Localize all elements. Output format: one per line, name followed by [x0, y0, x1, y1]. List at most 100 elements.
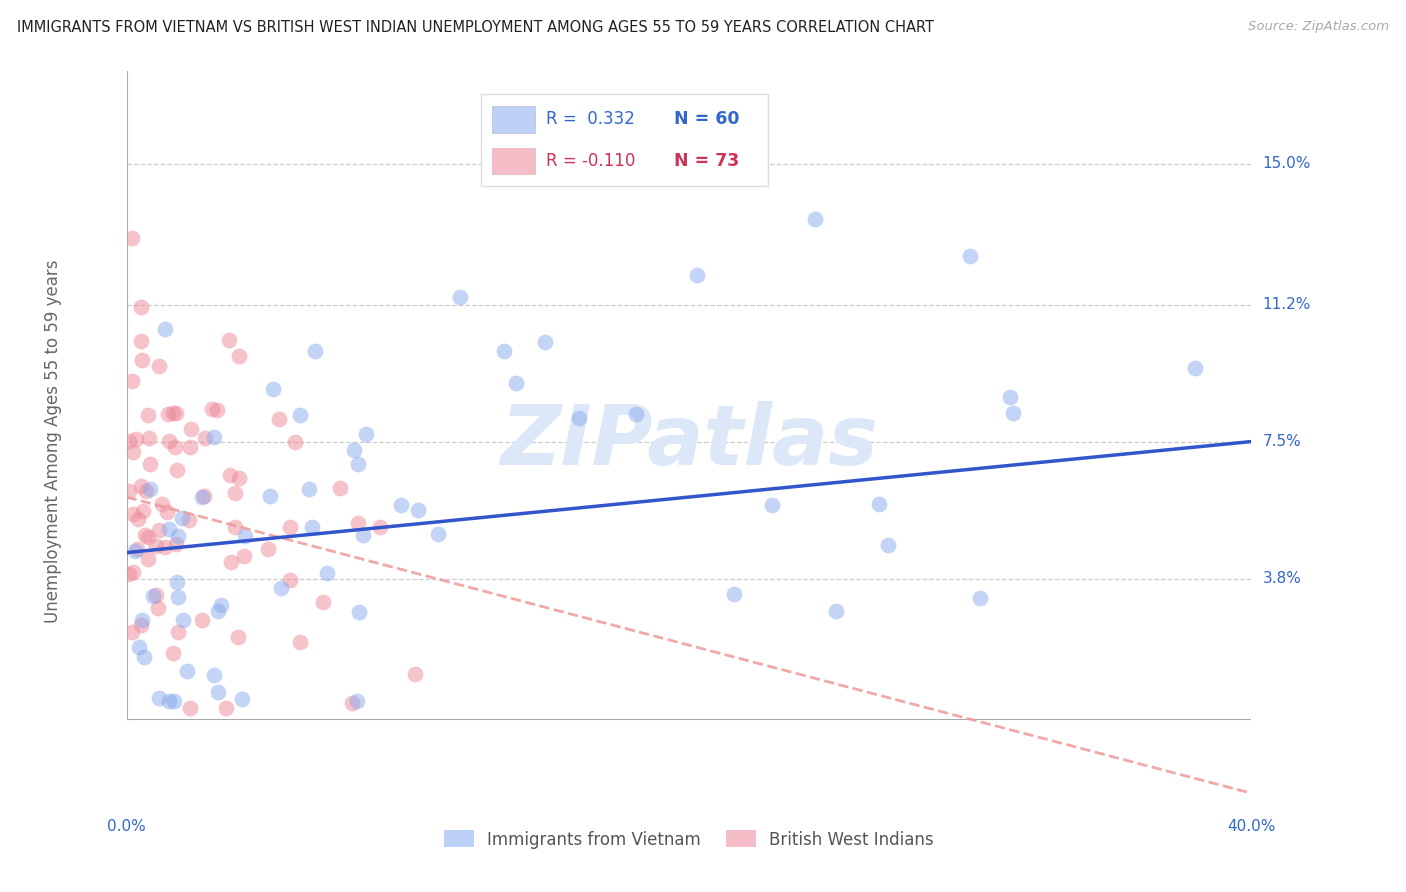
Point	[207, 685, 229, 699]
Point	[193, 489, 215, 503]
Point	[146, 601, 169, 615]
Point	[215, 701, 238, 715]
Point	[346, 694, 368, 708]
FancyBboxPatch shape	[492, 106, 534, 133]
Point	[136, 529, 159, 543]
Point	[165, 537, 187, 551]
Point	[262, 382, 284, 396]
Point	[224, 485, 246, 500]
Point	[221, 555, 243, 569]
Point	[301, 520, 323, 534]
Point	[166, 463, 188, 477]
Point	[342, 696, 364, 710]
Point	[259, 490, 281, 504]
Point	[347, 516, 370, 530]
Point	[179, 440, 201, 454]
FancyBboxPatch shape	[492, 147, 534, 174]
Text: 40.0%: 40.0%	[1227, 819, 1275, 834]
Point	[167, 529, 190, 543]
Point	[494, 343, 516, 358]
Point	[121, 625, 143, 640]
Point	[505, 376, 527, 390]
Point	[343, 442, 366, 457]
Point	[125, 432, 148, 446]
Point	[179, 701, 201, 715]
Point	[200, 401, 222, 416]
Point	[298, 482, 321, 496]
Point	[804, 212, 827, 227]
Point	[219, 467, 242, 482]
Point	[129, 300, 152, 314]
Point	[1000, 390, 1022, 404]
Point	[685, 268, 707, 283]
Point	[329, 481, 352, 495]
Point	[131, 613, 153, 627]
Point	[129, 334, 152, 349]
Point	[132, 650, 155, 665]
Point	[191, 490, 214, 504]
Point	[145, 588, 167, 602]
Point	[128, 640, 150, 655]
Point	[162, 406, 184, 420]
Point	[194, 431, 217, 445]
Point	[427, 526, 450, 541]
Point	[207, 604, 229, 618]
Text: N = 73: N = 73	[675, 152, 740, 170]
Point	[166, 590, 188, 604]
Text: 0.0%: 0.0%	[107, 819, 146, 834]
FancyBboxPatch shape	[481, 94, 768, 186]
Text: ZIPatlas: ZIPatlas	[501, 401, 877, 482]
Point	[121, 565, 143, 579]
Point	[346, 457, 368, 471]
Point	[170, 511, 193, 525]
Point	[150, 497, 173, 511]
Point	[761, 498, 783, 512]
Point	[233, 529, 256, 543]
Point	[288, 635, 311, 649]
Point	[347, 605, 370, 619]
Point	[124, 543, 146, 558]
Point	[138, 409, 160, 423]
Text: Source: ZipAtlas.com: Source: ZipAtlas.com	[1249, 20, 1389, 33]
Point	[209, 599, 232, 613]
Point	[723, 587, 745, 601]
Point	[257, 541, 280, 556]
Point	[207, 403, 229, 417]
Text: 7.5%: 7.5%	[1263, 434, 1302, 449]
Point	[180, 422, 202, 436]
Point	[139, 483, 162, 497]
Point	[568, 411, 591, 425]
Point	[156, 407, 179, 421]
Point	[159, 522, 181, 536]
Point	[163, 694, 186, 708]
Legend: Immigrants from Vietnam, British West Indians: Immigrants from Vietnam, British West In…	[437, 823, 941, 855]
Point	[269, 412, 291, 426]
Text: 15.0%: 15.0%	[1263, 156, 1310, 171]
Point	[278, 573, 301, 587]
Point	[191, 614, 214, 628]
Point	[129, 617, 152, 632]
Point	[138, 431, 160, 445]
Point	[304, 344, 326, 359]
Text: R =  0.332: R = 0.332	[546, 111, 636, 128]
Point	[155, 505, 177, 519]
Point	[959, 250, 981, 264]
Point	[138, 457, 160, 471]
Point	[117, 484, 139, 499]
Point	[155, 540, 177, 554]
Text: N = 60: N = 60	[675, 111, 740, 128]
Point	[228, 350, 250, 364]
Point	[132, 504, 155, 518]
Point	[311, 595, 333, 609]
Point	[202, 667, 225, 681]
Point	[354, 426, 377, 441]
Point	[148, 359, 170, 374]
Point	[224, 519, 246, 533]
Point	[533, 335, 555, 350]
Point	[352, 528, 374, 542]
Point	[129, 479, 152, 493]
Point	[404, 666, 426, 681]
Point	[202, 430, 225, 444]
Point	[121, 444, 143, 458]
Point	[165, 406, 187, 420]
